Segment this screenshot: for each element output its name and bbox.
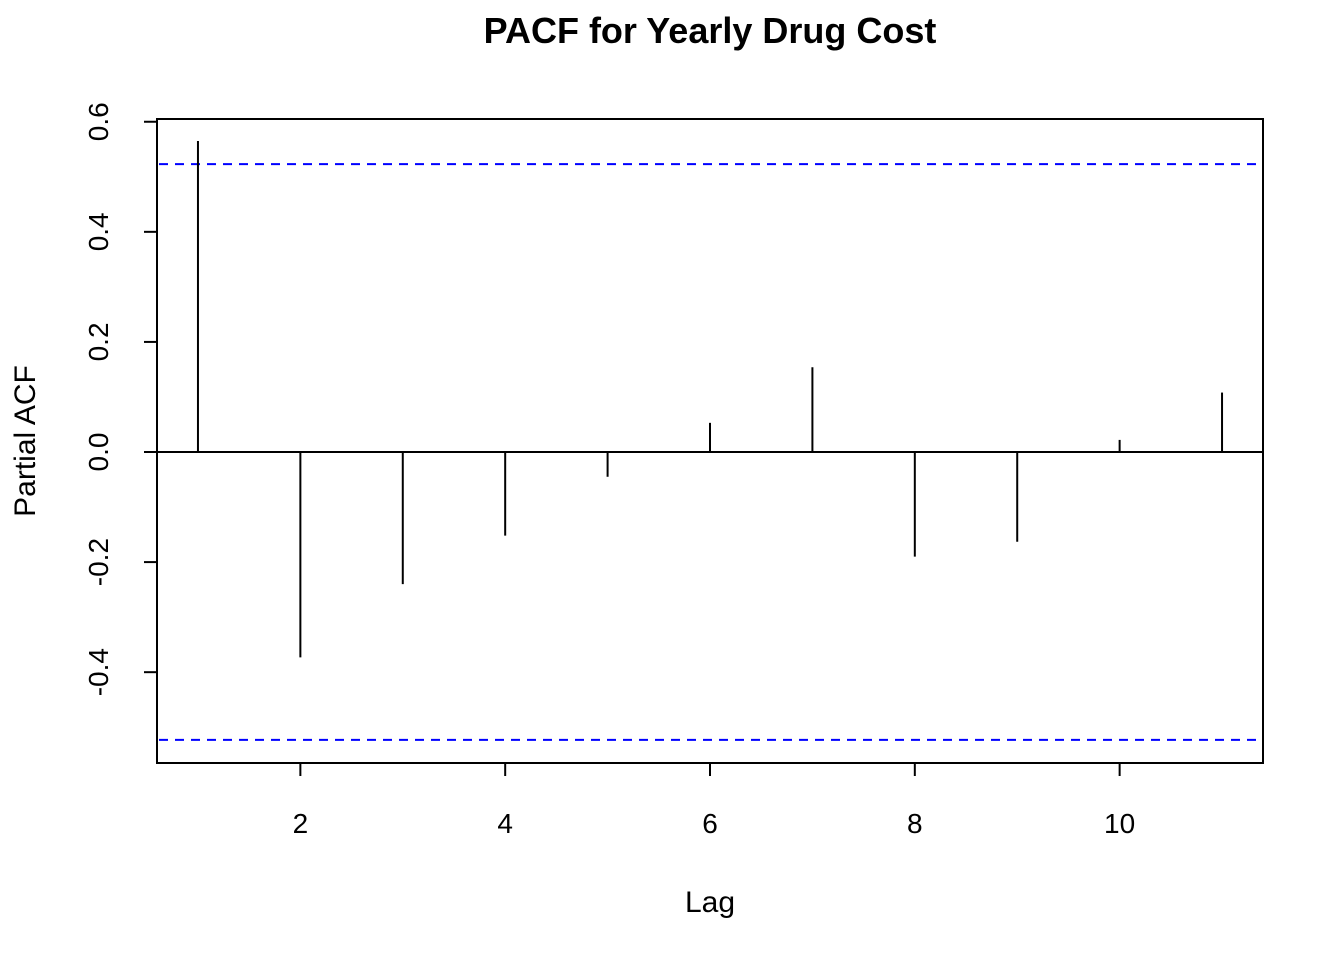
y-axis: -0.4 -0.2 0.0 0.2 0.4 0.6: [83, 102, 158, 696]
y-tick-label: -0.2: [83, 538, 114, 586]
y-axis-label: Partial ACF: [9, 365, 42, 517]
x-axis: 2 4 6 8 10: [293, 762, 1135, 839]
y-tick-label: 0.0: [83, 433, 114, 472]
plot-area: [157, 141, 1263, 741]
chart-title: PACF for Yearly Drug Cost: [484, 10, 937, 51]
x-tick-label: 10: [1104, 808, 1135, 839]
x-axis-label: Lag: [685, 886, 735, 919]
x-tick-label: 4: [497, 808, 513, 839]
x-tick-label: 6: [702, 808, 718, 839]
y-tick-label: 0.2: [83, 322, 114, 361]
y-tick-label: -0.4: [83, 648, 114, 696]
y-tick-label: 0.4: [83, 212, 114, 251]
x-tick-label: 2: [293, 808, 309, 839]
y-tick-label: 0.6: [83, 102, 114, 141]
x-tick-label: 8: [907, 808, 923, 839]
